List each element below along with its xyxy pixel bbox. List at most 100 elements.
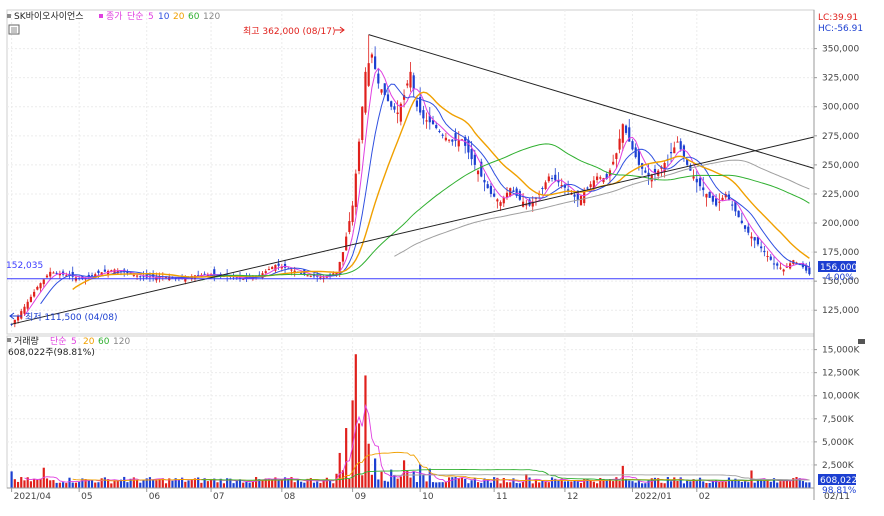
volume-bar[interactable]	[13, 479, 16, 488]
volume-bar[interactable]	[306, 478, 309, 488]
volume-bar[interactable]	[267, 479, 271, 488]
volume-bar[interactable]	[544, 481, 547, 488]
candle-body[interactable]	[612, 161, 615, 165]
candle-body[interactable]	[740, 220, 743, 224]
volume-bar[interactable]	[438, 482, 441, 488]
volume-bar[interactable]	[42, 467, 45, 488]
candle-body[interactable]	[13, 319, 16, 325]
volume-bar[interactable]	[309, 478, 312, 488]
candle-body[interactable]	[718, 201, 721, 203]
volume-bar[interactable]	[795, 477, 798, 488]
volume-bar[interactable]	[49, 480, 52, 488]
volume-bar[interactable]	[29, 481, 33, 488]
candle-body[interactable]	[361, 106, 364, 141]
volume-bar[interactable]	[261, 479, 264, 488]
candle-body[interactable]	[650, 174, 653, 182]
candle-body[interactable]	[747, 226, 750, 233]
volume-bar[interactable]	[303, 482, 306, 488]
volume-bar[interactable]	[177, 479, 180, 488]
volume-bar[interactable]	[219, 478, 222, 488]
candle-body[interactable]	[126, 270, 129, 274]
candle-body[interactable]	[589, 184, 592, 188]
volume-bar[interactable]	[119, 479, 123, 488]
volume-bar[interactable]	[370, 474, 373, 488]
candle-body[interactable]	[483, 179, 486, 183]
volume-bar[interactable]	[197, 477, 200, 488]
candle-body[interactable]	[354, 173, 357, 208]
candle-body[interactable]	[467, 139, 470, 153]
candle-body[interactable]	[380, 89, 383, 93]
volume-bar[interactable]	[33, 478, 36, 488]
candle-body[interactable]	[499, 202, 502, 206]
volume-bar[interactable]	[325, 477, 328, 488]
volume-bar[interactable]	[801, 481, 805, 488]
candle-body[interactable]	[206, 274, 209, 277]
volume-bar[interactable]	[238, 479, 242, 488]
candle-body[interactable]	[58, 273, 61, 276]
candle-body[interactable]	[573, 194, 576, 197]
volume-bar[interactable]	[412, 471, 415, 488]
volume-bar[interactable]	[232, 483, 235, 488]
candle-body[interactable]	[698, 178, 702, 187]
volume-bar[interactable]	[563, 481, 567, 488]
volume-bar[interactable]	[686, 480, 689, 488]
candle-body[interactable]	[267, 269, 271, 271]
volume-bar[interactable]	[181, 477, 184, 488]
candle-body[interactable]	[579, 195, 583, 206]
candle-body[interactable]	[435, 124, 438, 129]
volume-bar[interactable]	[695, 480, 698, 488]
volume-bar[interactable]	[573, 480, 576, 488]
candle-body[interactable]	[644, 170, 647, 173]
volume-panel[interactable]	[10, 354, 811, 488]
volume-bar[interactable]	[425, 481, 428, 488]
candle-body[interactable]	[113, 269, 116, 275]
volume-bar[interactable]	[319, 482, 322, 488]
candle-body[interactable]	[290, 269, 293, 271]
volume-bar[interactable]	[226, 478, 229, 488]
candle-body[interactable]	[103, 269, 106, 272]
volume-bar[interactable]	[190, 479, 193, 488]
volume-bar[interactable]	[731, 480, 734, 488]
grid-toggle-icon[interactable]	[8, 24, 20, 35]
volume-bar[interactable]	[521, 481, 525, 488]
candle-body[interactable]	[402, 95, 406, 100]
candle-body[interactable]	[602, 178, 605, 183]
volume-bar[interactable]	[229, 478, 232, 488]
candle-body[interactable]	[309, 275, 312, 277]
candle-body[interactable]	[776, 263, 779, 266]
candle-body[interactable]	[676, 141, 679, 143]
volume-bar[interactable]	[634, 482, 637, 488]
volume-bar[interactable]	[161, 478, 164, 488]
volume-bar[interactable]	[300, 481, 303, 488]
candle-body[interactable]	[116, 270, 119, 274]
volume-bar[interactable]	[772, 478, 776, 488]
volume-bar[interactable]	[139, 482, 142, 488]
candle-body[interactable]	[374, 56, 377, 69]
volume-bar[interactable]	[345, 428, 348, 488]
candle-body[interactable]	[721, 197, 724, 201]
candle-body[interactable]	[335, 271, 338, 275]
volume-bar[interactable]	[39, 478, 42, 488]
volume-bar[interactable]	[322, 479, 325, 488]
volume-bar[interactable]	[454, 477, 457, 488]
candle-body[interactable]	[686, 158, 689, 165]
candle-body[interactable]	[370, 54, 373, 58]
volume-bar[interactable]	[486, 479, 489, 488]
volume-bar[interactable]	[283, 477, 287, 488]
volume-bar[interactable]	[23, 480, 26, 488]
candle-body[interactable]	[618, 138, 621, 150]
volume-bar[interactable]	[293, 482, 296, 488]
candle-body[interactable]	[576, 190, 579, 200]
volume-bar[interactable]	[470, 480, 473, 488]
candle-body[interactable]	[560, 185, 563, 187]
volume-bar[interactable]	[637, 480, 640, 488]
volume-bar[interactable]	[65, 483, 68, 488]
candle-body[interactable]	[438, 131, 441, 133]
volume-bar[interactable]	[644, 483, 647, 488]
volume-bar[interactable]	[78, 482, 81, 488]
candle-body[interactable]	[351, 205, 354, 223]
volume-bar[interactable]	[692, 479, 695, 488]
candle-body[interactable]	[110, 270, 113, 272]
candle-body[interactable]	[480, 161, 483, 177]
volume-bar[interactable]	[84, 479, 87, 488]
